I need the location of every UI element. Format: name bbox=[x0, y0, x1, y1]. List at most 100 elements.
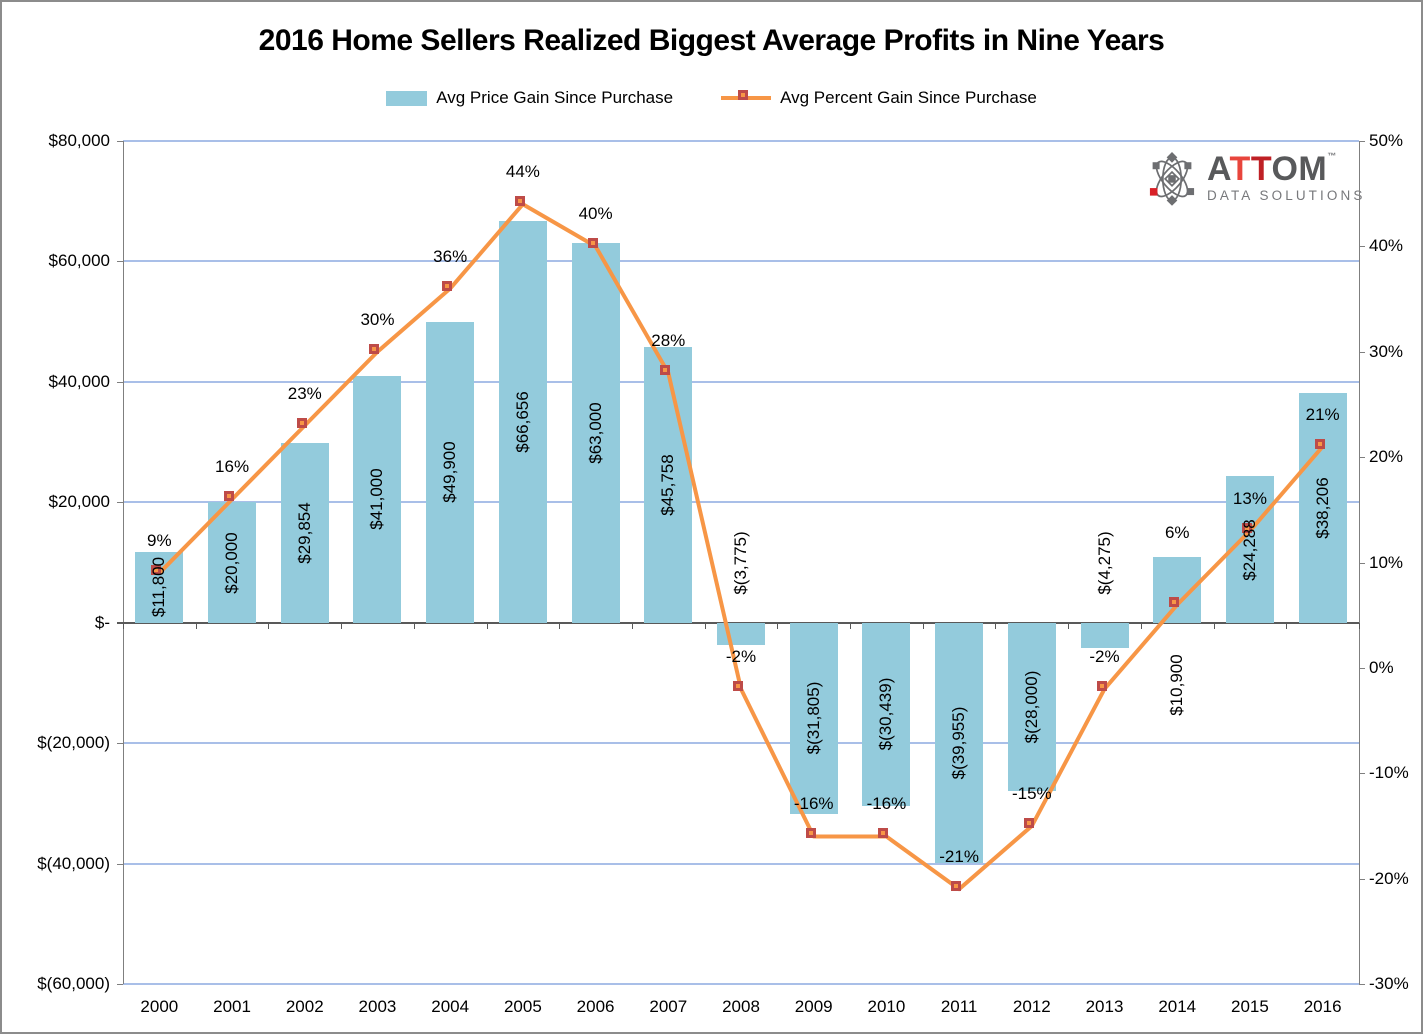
line-marker-2002 bbox=[296, 417, 307, 428]
bar-2010 bbox=[862, 622, 911, 806]
line-marker-2007 bbox=[660, 364, 671, 375]
x-axis-label-2014: 2014 bbox=[1158, 997, 1197, 1016]
line-marker-2014 bbox=[1169, 596, 1180, 607]
category-axis-tick bbox=[1140, 622, 1142, 629]
line-marker-2012 bbox=[1023, 817, 1034, 828]
bar-value-label-2004: $49,900 bbox=[440, 441, 460, 504]
right-axis-tick bbox=[1359, 246, 1365, 248]
line-marker-2016 bbox=[1314, 438, 1325, 449]
line-marker-2011 bbox=[951, 881, 962, 892]
bar-value-label-2003: $41,000 bbox=[367, 468, 387, 530]
category-axis-tick bbox=[268, 622, 270, 629]
grid-line bbox=[123, 380, 1359, 383]
attom-subtitle: DATA SOLUTIONS bbox=[1207, 188, 1366, 203]
left-axis-tick-label: $60,000 bbox=[48, 251, 110, 271]
bar-value-label-2009: $(31,805) bbox=[803, 682, 823, 755]
line-series-swatch bbox=[721, 90, 772, 106]
line-marker-2006 bbox=[587, 238, 598, 249]
right-axis-tick-label: 20% bbox=[1369, 447, 1404, 467]
percent-label-2012: -15% bbox=[1011, 783, 1052, 803]
bar-value-label-2005: $66,656 bbox=[512, 391, 532, 453]
right-axis-tick-label: -10% bbox=[1369, 763, 1409, 783]
x-axis-label-2015: 2015 bbox=[1231, 997, 1269, 1016]
x-axis-label-2009: 2009 bbox=[794, 997, 833, 1016]
x-axis-label-2005: 2005 bbox=[503, 997, 542, 1016]
line-marker-2004 bbox=[442, 280, 453, 291]
left-axis-tick-label: $(20,000) bbox=[37, 733, 110, 753]
bar-value-label-2016: $38,206 bbox=[1312, 476, 1332, 539]
bar-2005 bbox=[498, 221, 547, 623]
category-axis-tick bbox=[341, 622, 343, 629]
category-axis-tick bbox=[486, 622, 488, 629]
x-axis-label-2010: 2010 bbox=[867, 997, 906, 1016]
line-marker-2013 bbox=[1096, 680, 1107, 691]
left-axis-tick bbox=[117, 261, 123, 263]
line-marker-2010 bbox=[878, 828, 889, 839]
right-axis-tick bbox=[1359, 984, 1365, 985]
right-axis-tick-label: 10% bbox=[1369, 552, 1404, 572]
right-axis-tick bbox=[1359, 351, 1365, 353]
left-axis-tick bbox=[117, 984, 123, 985]
grid-line bbox=[123, 140, 1359, 142]
bar-2003 bbox=[353, 375, 402, 623]
percent-label-2014: 6% bbox=[1164, 522, 1190, 542]
category-axis-tick bbox=[922, 622, 924, 629]
grid-line bbox=[123, 501, 1359, 504]
bar-2012 bbox=[1007, 622, 1056, 792]
left-axis-line bbox=[123, 141, 124, 984]
bar-2002 bbox=[280, 442, 329, 623]
right-axis-tick bbox=[1359, 667, 1365, 669]
percent-label-2015: 13% bbox=[1232, 488, 1267, 508]
category-axis-tick bbox=[704, 622, 706, 629]
bar-value-label-2002: $29,854 bbox=[294, 502, 314, 564]
percent-label-2011: -21% bbox=[939, 847, 979, 867]
left-axis-tick-label: $40,000 bbox=[48, 371, 110, 391]
x-axis-label-2002: 2002 bbox=[285, 997, 324, 1016]
bar-series-label: Avg Price Gain Since Purchase bbox=[436, 88, 674, 107]
bar-series-swatch bbox=[386, 90, 428, 106]
percent-label-2006: 40% bbox=[578, 204, 613, 224]
percent-label-2016: 21% bbox=[1305, 404, 1340, 424]
bar-2013 bbox=[1080, 622, 1129, 649]
right-axis-tick-label: 50% bbox=[1369, 131, 1404, 150]
right-axis-tick bbox=[1359, 773, 1365, 775]
percent-label-2005: 44% bbox=[505, 162, 540, 182]
line-marker-2005 bbox=[514, 196, 525, 207]
percent-label-2000: 9% bbox=[147, 531, 172, 551]
percent-label-2002: 23% bbox=[287, 383, 322, 403]
right-axis-tick-label: -30% bbox=[1369, 974, 1409, 993]
category-axis-tick bbox=[850, 622, 852, 629]
trademark-symbol: ™ bbox=[1327, 151, 1337, 161]
left-axis-tick bbox=[117, 743, 123, 745]
attom-logo-text: ATTOM™ DATA SOLUTIONS bbox=[1207, 152, 1365, 203]
line-marker-2008 bbox=[733, 680, 743, 691]
x-axis-label-2004: 2004 bbox=[431, 997, 470, 1016]
bar-2007 bbox=[644, 347, 693, 623]
percent-label-2003: 30% bbox=[360, 309, 395, 329]
left-axis-tick bbox=[117, 502, 123, 504]
category-axis-tick bbox=[1213, 622, 1215, 629]
category-axis-tick bbox=[195, 622, 197, 629]
category-axis-tick bbox=[1286, 622, 1288, 629]
left-axis-tick-label: $80,000 bbox=[48, 131, 110, 150]
right-axis-tick-label: 0% bbox=[1369, 657, 1394, 677]
x-axis-label-2000: 2000 bbox=[140, 997, 179, 1016]
bar-2001 bbox=[208, 502, 257, 623]
x-axis-label-2001: 2001 bbox=[213, 997, 251, 1016]
bar-2016 bbox=[1298, 392, 1347, 623]
bar-value-label-2010: $(30,439) bbox=[876, 677, 896, 751]
category-axis-tick bbox=[777, 622, 779, 629]
bar-2009 bbox=[789, 622, 838, 815]
grid-line bbox=[123, 742, 1359, 745]
attom-wordmark: ATTOM™ bbox=[1207, 150, 1337, 188]
grid-line bbox=[123, 862, 1359, 865]
bar-value-label-2001: $20,000 bbox=[222, 531, 242, 594]
line-marker-2003 bbox=[369, 343, 380, 354]
category-axis-tick bbox=[559, 622, 561, 629]
percent-label-2008: -2% bbox=[725, 646, 757, 666]
bar-value-label-2012: $(28,000) bbox=[1021, 670, 1041, 744]
line-marker-2001 bbox=[224, 491, 235, 502]
